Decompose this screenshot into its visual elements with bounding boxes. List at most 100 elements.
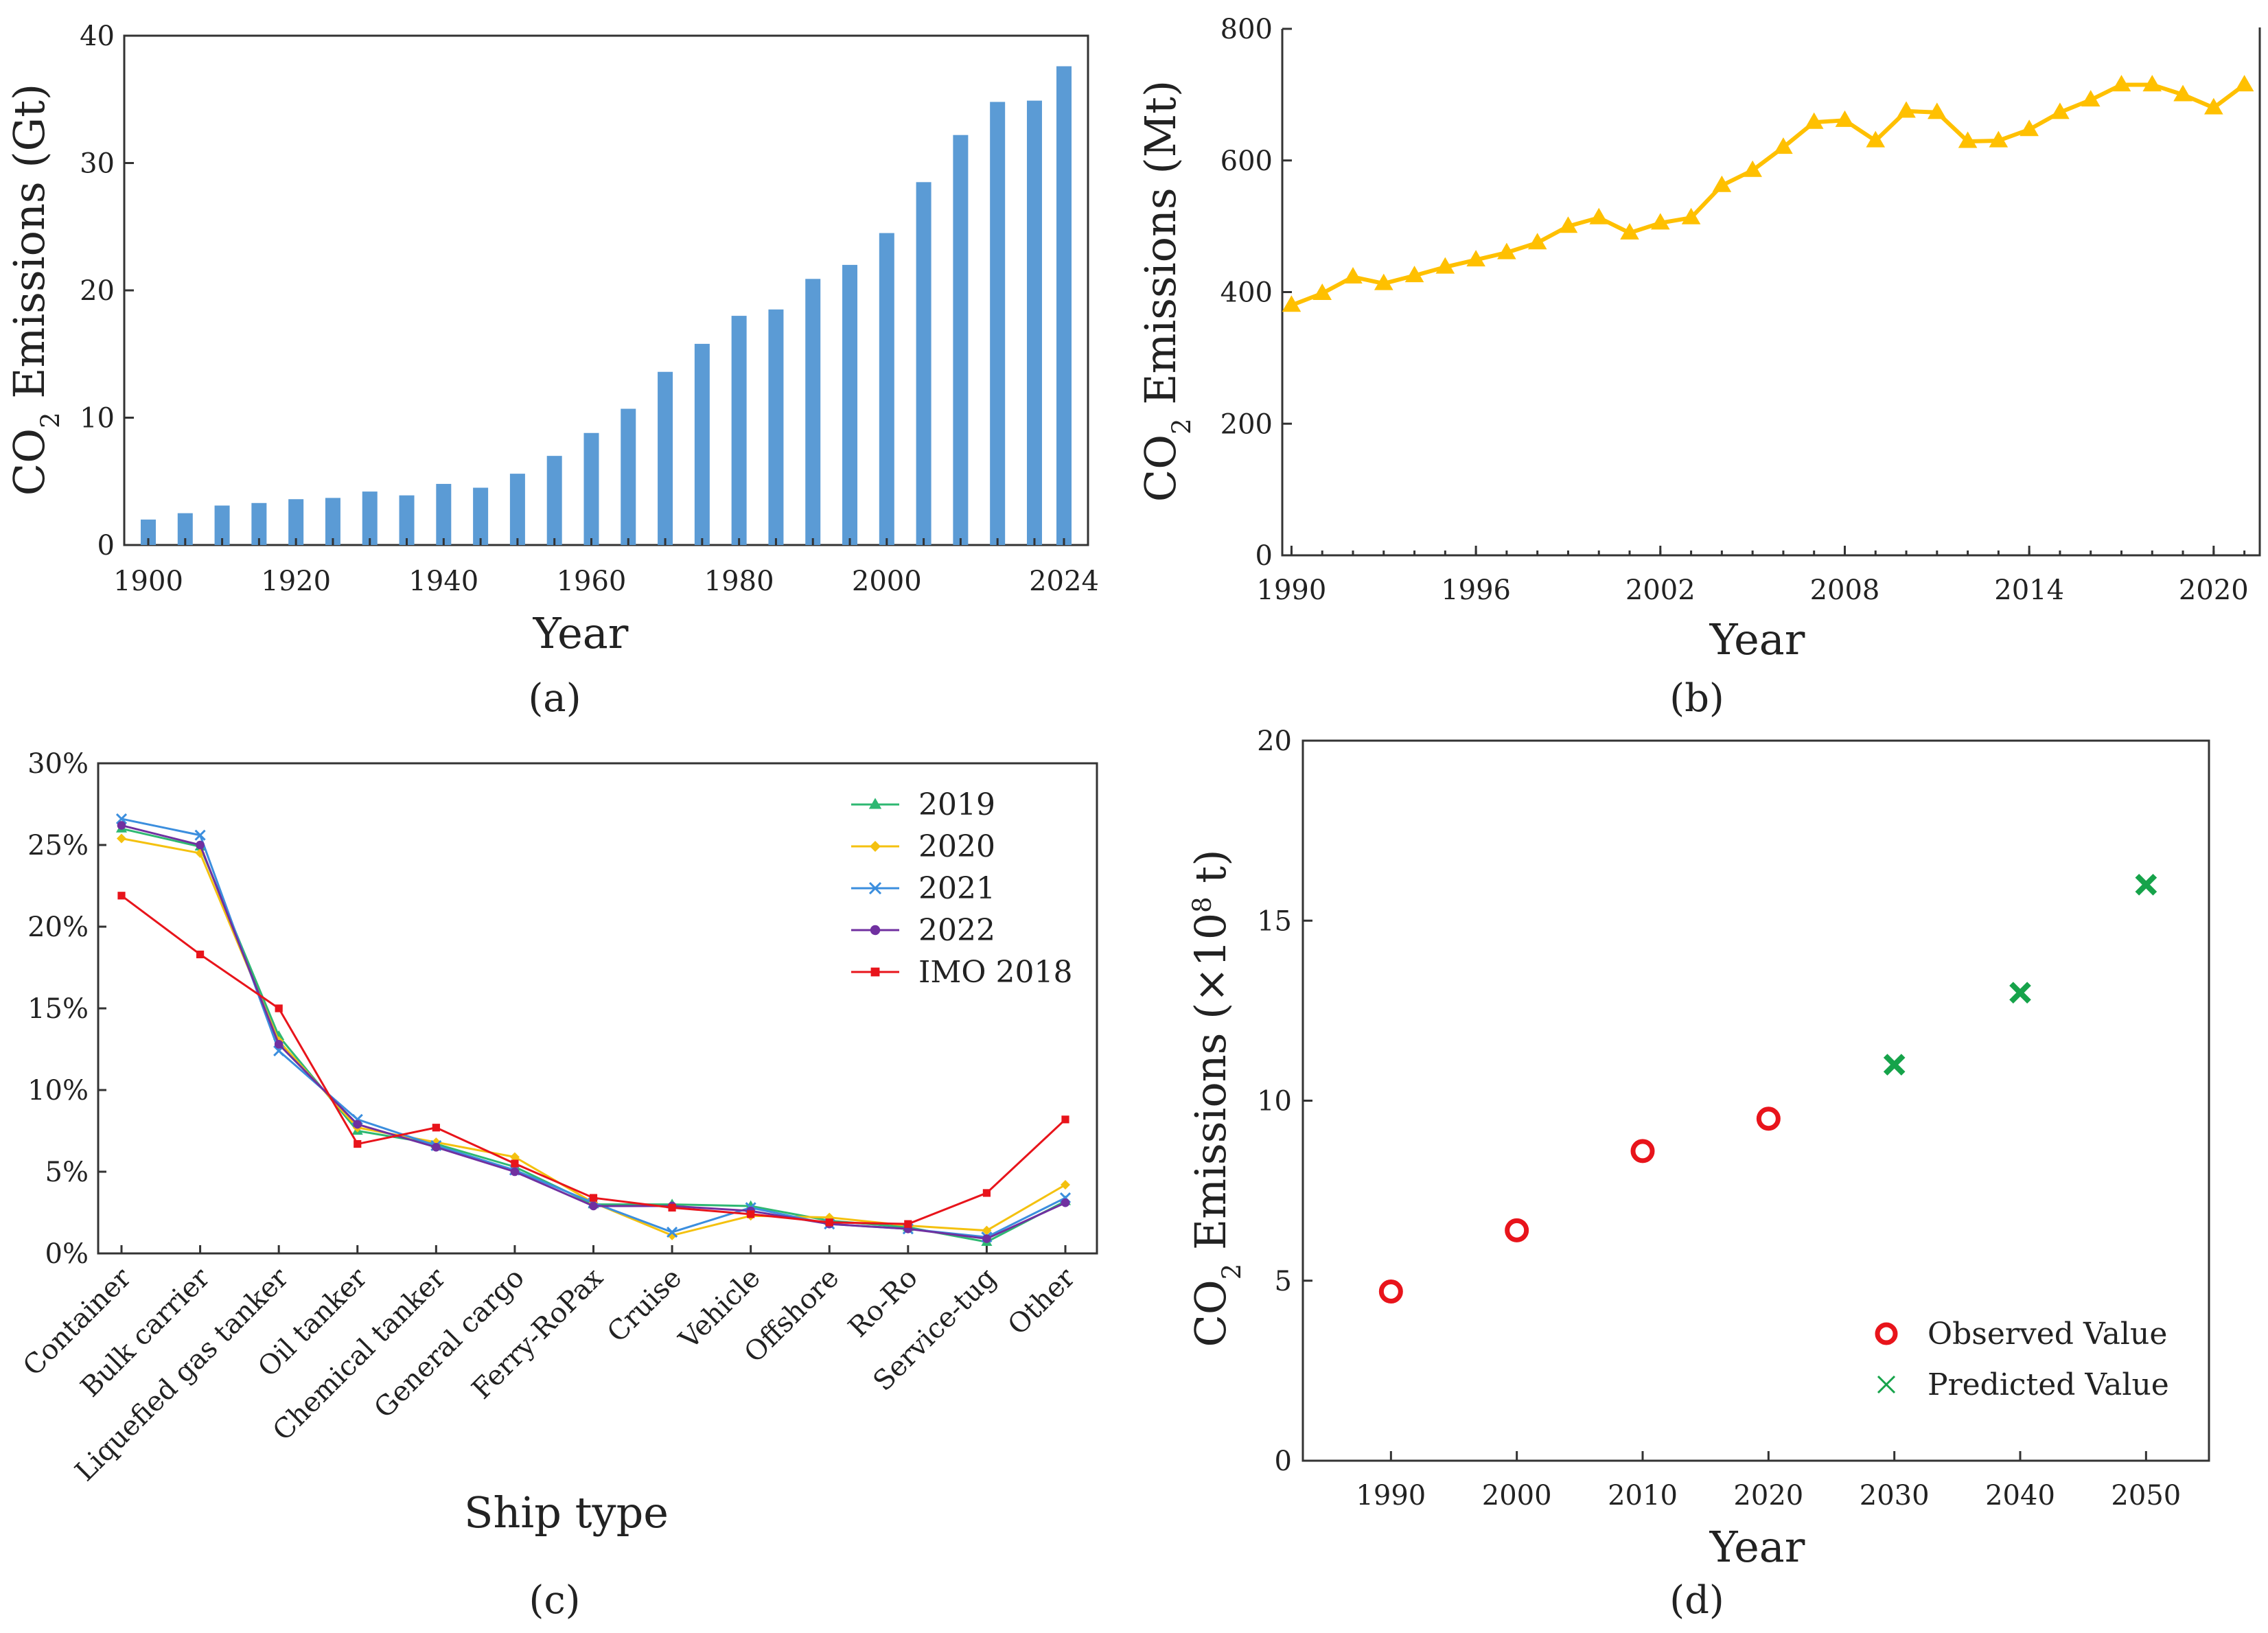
legend-marker <box>1875 1322 1898 1345</box>
data-point <box>825 1218 833 1227</box>
y-tick-label: 800 <box>1220 14 1273 45</box>
x-tick-label: 2002 <box>1625 575 1696 606</box>
data-point <box>196 840 205 850</box>
y-tick-label: 20 <box>1257 726 1292 757</box>
data-point <box>1897 101 1916 118</box>
y-tick-label: 30% <box>27 748 89 780</box>
data-point <box>1928 102 1947 119</box>
data-point <box>1958 131 1978 148</box>
bar <box>436 483 452 545</box>
bar <box>251 502 267 545</box>
y-tick-label: 400 <box>1220 277 1273 309</box>
x-tick-label: 2000 <box>1482 1480 1552 1512</box>
legend-marker <box>1877 1375 1896 1394</box>
data-point <box>1312 283 1332 301</box>
y-tick-label: 25% <box>27 830 89 861</box>
bar <box>473 487 489 545</box>
plot-frame <box>1301 739 2210 1462</box>
data-point <box>667 1230 678 1240</box>
data-point <box>1061 1180 1070 1190</box>
bar <box>583 432 599 545</box>
y-tick-label: 0 <box>1275 1446 1292 1477</box>
x-tick-label: 2008 <box>1810 575 1880 606</box>
bar <box>546 456 562 545</box>
bar <box>621 408 636 545</box>
y-tick-label: 10 <box>80 403 115 435</box>
panel-label-a: (a) <box>528 676 581 721</box>
panel-d-scatter-chart: 0 5 10 15 20 1990 2000 2010 2020 2030 2040 2050 Obse… <box>1185 726 2210 1623</box>
data-point <box>1558 216 1578 233</box>
bar <box>842 264 858 545</box>
data-point <box>354 1139 362 1148</box>
bar <box>805 279 821 545</box>
x-axis-title: Ship type <box>464 1487 669 1538</box>
data-point <box>1774 137 1793 154</box>
legend-marker <box>868 881 882 895</box>
data-point <box>1505 1218 1529 1242</box>
data-point <box>2111 75 2131 92</box>
data-point <box>1404 266 1424 283</box>
legend-label: Observed Value <box>1928 1317 2167 1352</box>
y-tick-label: 600 <box>1220 146 1273 177</box>
data-point <box>1589 207 1609 224</box>
axis-frame <box>1281 27 2261 557</box>
data-point <box>1497 242 1516 259</box>
data-point <box>275 1004 283 1012</box>
data-point <box>982 1225 992 1236</box>
bar <box>362 491 378 545</box>
data-point <box>1804 112 1824 129</box>
legend-label: IMO 2018 <box>918 955 1072 990</box>
data-point <box>2009 982 2031 1004</box>
data-point <box>2135 873 2157 896</box>
data-point <box>1061 1115 1069 1124</box>
bar <box>879 233 894 545</box>
bar <box>953 135 969 545</box>
x-tick-label: 2010 <box>1608 1480 1678 1512</box>
data-point <box>1866 130 1886 148</box>
x-tick-label: 2000 <box>852 566 922 597</box>
x-tick-label: 2024 <box>1029 566 1099 597</box>
data-point <box>589 1201 598 1211</box>
plot-frame <box>123 34 1089 546</box>
x-tick-label: 2020 <box>2179 575 2249 606</box>
legend-marker <box>870 841 881 852</box>
bar <box>1026 100 1042 546</box>
data-point <box>589 1194 598 1202</box>
data-point <box>747 1210 755 1218</box>
bar <box>694 343 710 545</box>
data-point <box>1650 213 1670 230</box>
bar <box>768 309 784 545</box>
data-point <box>1712 175 1732 192</box>
data-point <box>1630 1139 1655 1163</box>
data-point <box>1883 1054 1906 1076</box>
data-point <box>1343 267 1363 284</box>
y-tick-label: 30 <box>80 148 115 180</box>
x-tick-label: 1940 <box>408 566 478 597</box>
y-tick-label: 10% <box>27 1075 89 1107</box>
data-point <box>1989 130 2009 148</box>
data-point <box>432 1124 440 1132</box>
bar <box>141 519 156 545</box>
data-point <box>1620 222 1639 240</box>
y-tick-label: 200 <box>1220 408 1273 440</box>
data-point <box>2020 119 2039 137</box>
x-tick-label: Other <box>1002 1262 1082 1341</box>
data-point <box>2173 84 2192 102</box>
legend-label: 2022 <box>918 913 995 948</box>
data-point <box>982 1189 991 1197</box>
x-tick-label: 2030 <box>1860 1480 1930 1512</box>
data-point <box>194 829 206 841</box>
data-point <box>432 1143 441 1152</box>
x-tick-label: 1920 <box>261 566 331 597</box>
y-tick-label: 20% <box>27 912 89 943</box>
data-point <box>1835 110 1855 127</box>
y-tick-label: 0 <box>97 530 115 561</box>
y-axis-title: CO2 Emissions (×108 t) <box>1185 849 1247 1347</box>
x-tick-label: 1990 <box>1257 575 1327 606</box>
bar <box>214 505 230 545</box>
series-line <box>1291 82 2246 308</box>
data-point <box>667 1226 678 1238</box>
data-point <box>510 1167 520 1177</box>
